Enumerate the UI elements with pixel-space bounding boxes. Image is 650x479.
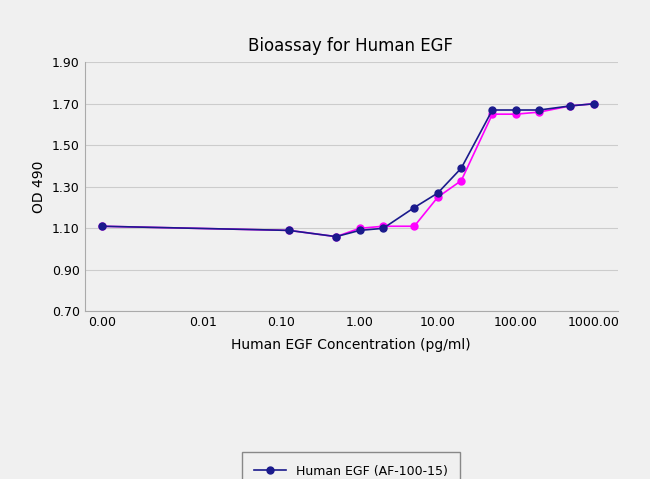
Competitor Human EGF — [458, 178, 465, 183]
Human EGF (AF-100-15) — [380, 226, 387, 231]
Competitor Human EGF — [410, 223, 418, 229]
Y-axis label: OD 490: OD 490 — [32, 160, 46, 213]
Human EGF (AF-100-15) — [567, 103, 575, 109]
Competitor Human EGF — [488, 111, 496, 117]
Competitor Human EGF — [434, 194, 441, 200]
Human EGF (AF-100-15) — [332, 234, 340, 240]
Human EGF (AF-100-15) — [356, 228, 363, 233]
Human EGF (AF-100-15) — [488, 107, 496, 113]
Human EGF (AF-100-15) — [536, 107, 543, 113]
Human EGF (AF-100-15) — [512, 107, 520, 113]
Competitor Human EGF — [536, 109, 543, 115]
Competitor Human EGF — [512, 111, 520, 117]
Human EGF (AF-100-15) — [410, 205, 418, 210]
Competitor Human EGF — [285, 228, 293, 233]
Line: Human EGF (AF-100-15): Human EGF (AF-100-15) — [98, 100, 597, 240]
Competitor Human EGF — [356, 226, 363, 231]
Competitor Human EGF — [332, 234, 340, 240]
Legend: Human EGF (AF-100-15), Competitor Human EGF: Human EGF (AF-100-15), Competitor Human … — [242, 452, 460, 479]
Title: Bioassay for Human EGF: Bioassay for Human EGF — [248, 37, 454, 55]
Human EGF (AF-100-15) — [458, 165, 465, 171]
Competitor Human EGF — [567, 103, 575, 109]
Human EGF (AF-100-15) — [285, 228, 293, 233]
X-axis label: Human EGF Concentration (pg/ml): Human EGF Concentration (pg/ml) — [231, 338, 471, 352]
Line: Competitor Human EGF: Competitor Human EGF — [98, 100, 597, 240]
Competitor Human EGF — [98, 223, 106, 229]
Competitor Human EGF — [380, 223, 387, 229]
Human EGF (AF-100-15) — [590, 101, 598, 107]
Human EGF (AF-100-15) — [98, 223, 106, 229]
Competitor Human EGF — [590, 101, 598, 107]
Human EGF (AF-100-15) — [434, 190, 441, 196]
